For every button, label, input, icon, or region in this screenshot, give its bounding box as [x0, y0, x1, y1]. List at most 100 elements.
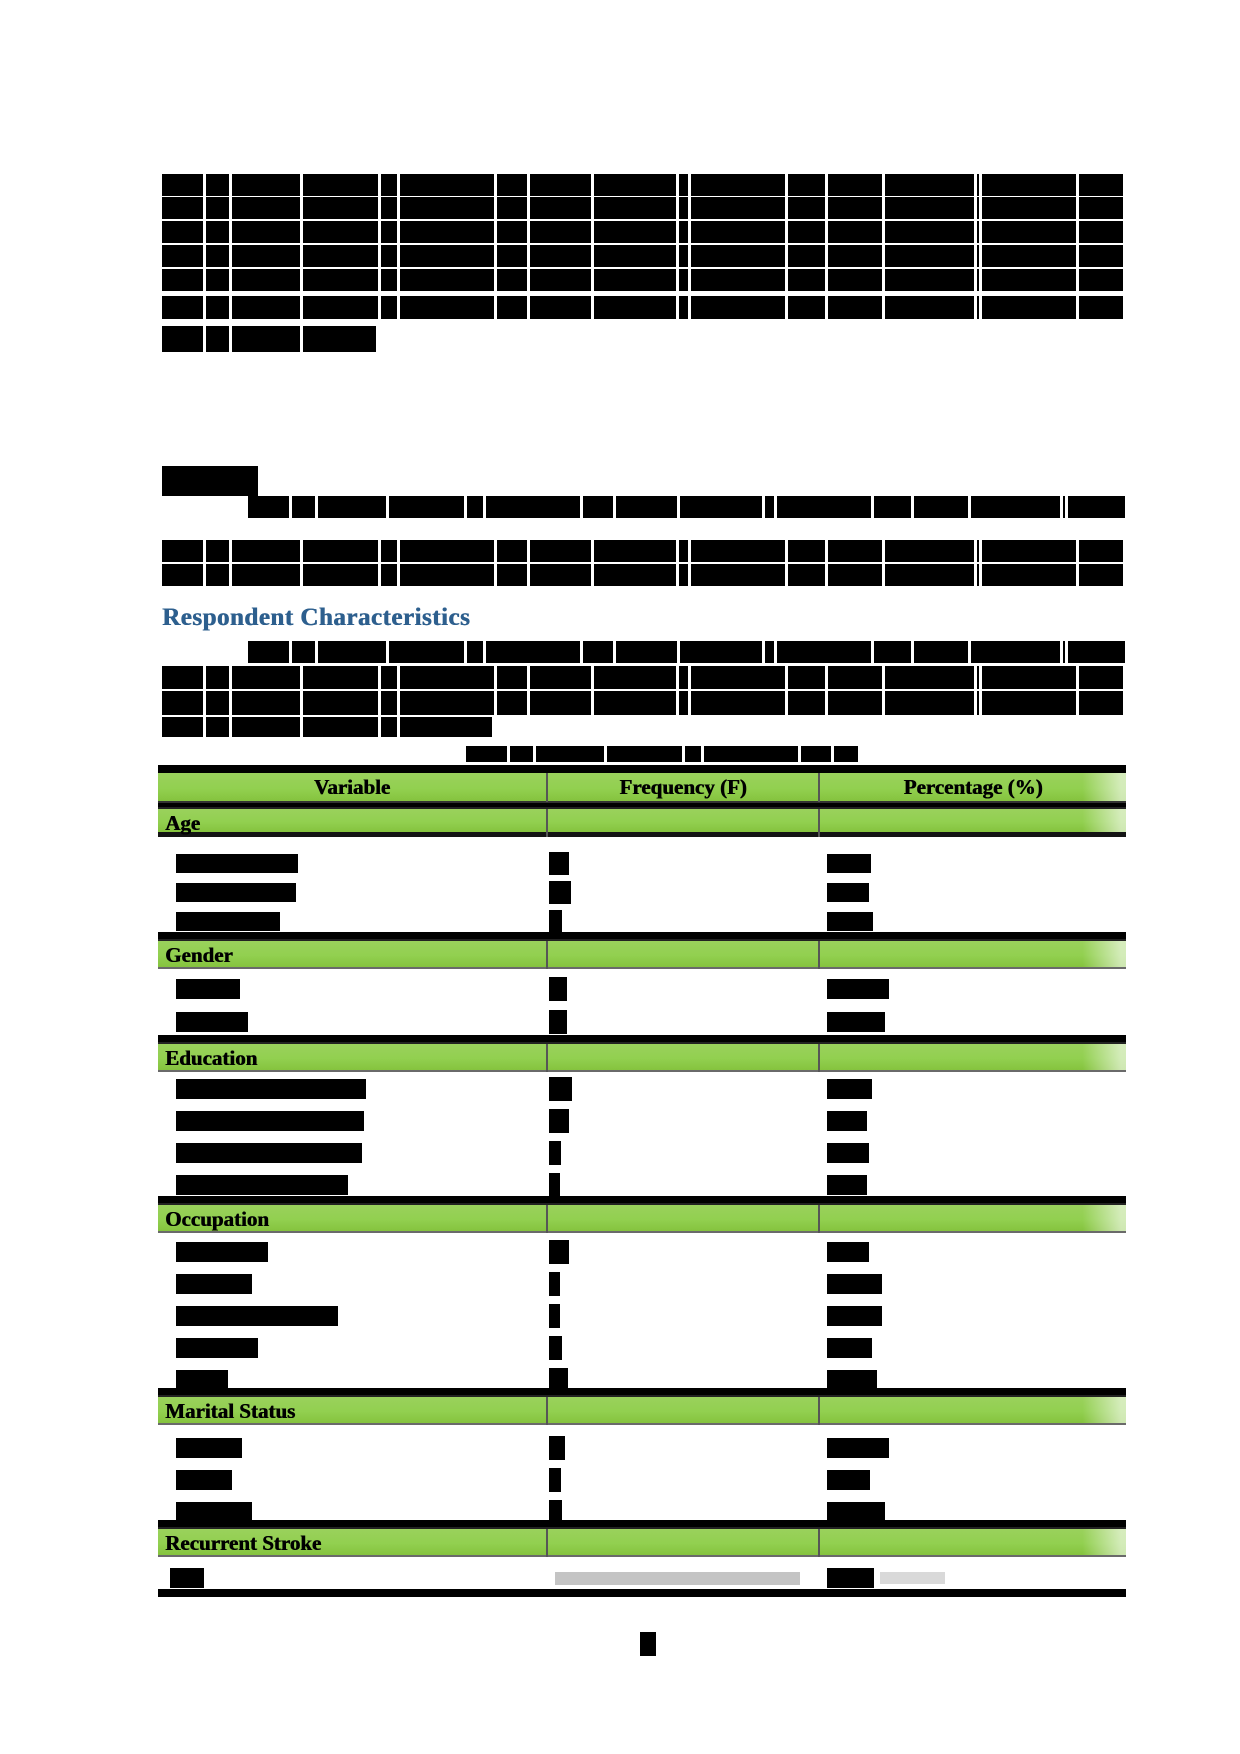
redacted-text-line: [162, 197, 1125, 219]
table-section-cell: [818, 941, 1126, 970]
table-cell-value-redacted: [827, 854, 871, 873]
table-bottom-border: [158, 1589, 1126, 1597]
table-cell-value-redacted: [549, 1500, 562, 1524]
table-cell-value-redacted: [176, 1502, 252, 1522]
table-cell-value-redacted: [176, 1370, 228, 1390]
table-cell-value-redacted: [549, 1077, 572, 1101]
table-cell-value-redacted: [549, 1468, 561, 1492]
redacted-text-line: [162, 296, 1125, 319]
table-cell-value-redacted: [176, 1143, 362, 1163]
table-section-label: Age: [165, 811, 200, 835]
table-data-area: [158, 1072, 1126, 1197]
table-header-label: Percentage (%): [903, 775, 1043, 799]
table-cell-value-redacted: [827, 1502, 885, 1522]
table-cell-value-redacted: [549, 1368, 568, 1392]
table-section-cell: [546, 1205, 818, 1234]
redacted-text-line: [162, 691, 1125, 715]
table-data-area: [158, 1233, 1126, 1392]
table-section-border: [158, 932, 1126, 939]
redacted-text-line: [162, 540, 1125, 562]
table-header-underline: [158, 803, 1126, 807]
table-cell-value-redacted: [176, 1111, 364, 1131]
redacted-text-line: [248, 496, 1125, 518]
table-data-area: [158, 837, 1126, 933]
table-cell-value-redacted: [176, 854, 298, 873]
respondent-characteristics-table: Variable Frequency (F) Percentage (%) Age Ge…: [158, 765, 1126, 1597]
table-cell-value-redacted: [176, 1438, 242, 1458]
table-section-cell: Marital Status: [158, 1397, 546, 1426]
table-cell-value-redacted: [827, 1079, 872, 1099]
redacted-text-line: [162, 221, 1125, 243]
table-cell-value-redacted: [176, 1306, 338, 1326]
table-section-row: Occupation: [158, 1203, 1126, 1234]
table-section-cell: [818, 1205, 1126, 1234]
table-cell-value-faded: [880, 1572, 945, 1584]
table-cell-value-redacted: [176, 979, 240, 999]
table-cell-value-redacted: [549, 1109, 569, 1133]
table-data-area: [158, 969, 1126, 1035]
table-header-label: Frequency (F): [619, 775, 747, 799]
results-heading-bar: [162, 466, 258, 496]
table-section-cell: Occupation: [158, 1205, 546, 1234]
table-cell-value-faded: [555, 1572, 800, 1585]
table-section-label: Marital Status: [165, 1399, 296, 1423]
table-cell-value-redacted: [827, 1370, 877, 1390]
table-section-cell: [546, 1044, 818, 1073]
table-header-cell: Percentage (%): [818, 773, 1126, 802]
table-cell-value-redacted: [549, 910, 562, 933]
table-section-border: [158, 1520, 1126, 1527]
table-section-row: Gender: [158, 939, 1126, 970]
redacted-text-line: [162, 245, 1125, 267]
table-cell-value-redacted: [549, 1173, 560, 1197]
respondent-characteristics-heading: Respondent Characteristics: [162, 604, 471, 631]
table-cell-value-redacted: [827, 1306, 882, 1326]
table-section-row: Age: [158, 807, 1126, 838]
page-number-bar: [640, 1632, 656, 1656]
table-section-label: Gender: [165, 943, 233, 967]
table-cell-value-redacted: [827, 912, 873, 931]
table-cell-value-redacted: [549, 1010, 567, 1034]
table-section-cell: [546, 1529, 818, 1558]
table-data-area: [158, 1557, 1126, 1589]
table-cell-value-redacted: [176, 883, 296, 902]
table-cell-value-redacted: [827, 1338, 872, 1358]
table-section-row: Recurrent Stroke: [158, 1527, 1126, 1558]
redacted-text-line: [162, 174, 1125, 196]
table-section-row: Education: [158, 1042, 1126, 1073]
table-cell-value-redacted: [827, 1568, 874, 1588]
table-section-cell: Education: [158, 1044, 546, 1073]
table-cell-value-redacted: [827, 1438, 889, 1458]
table-cell-value-redacted: [827, 1012, 885, 1032]
redacted-text-line: [162, 269, 1125, 291]
table-caption-bar: [466, 746, 858, 762]
table-section-cell: [546, 1397, 818, 1426]
table-data-area: [158, 1425, 1126, 1524]
table-cell-value-redacted: [549, 852, 569, 875]
redacted-text-line: [162, 666, 1125, 689]
table-cell-value-redacted: [176, 1470, 232, 1490]
table-section-cell: [546, 941, 818, 970]
table-section-cell: [818, 809, 1126, 838]
table-section-cell: [818, 1397, 1126, 1426]
table-section-label: Recurrent Stroke: [165, 1531, 322, 1555]
table-cell-value-redacted: [827, 1242, 869, 1262]
table-cell-value-redacted: [549, 1336, 562, 1360]
table-cell-value-redacted: [549, 1272, 560, 1296]
redacted-text-line: [162, 326, 376, 352]
table-header-label: Variable: [313, 775, 391, 799]
table-cell-value-redacted: [549, 1141, 561, 1165]
table-cell-value-redacted: [827, 1470, 870, 1490]
table-section-border: [158, 1035, 1126, 1042]
table-cell-value-redacted: [176, 1274, 252, 1294]
table-section-border: [158, 1196, 1126, 1203]
table-section-label: Occupation: [165, 1207, 269, 1231]
table-cell-value-redacted: [549, 1436, 565, 1460]
table-cell-value-redacted: [176, 1175, 348, 1195]
table-header-cell: Frequency (F): [546, 773, 818, 802]
table-section-label: Education: [165, 1046, 258, 1070]
table-cell-value-redacted: [170, 1568, 204, 1588]
table-cell-value-redacted: [549, 1240, 569, 1264]
table-section-cell: [546, 809, 818, 838]
table-section-cell: [818, 1044, 1126, 1073]
